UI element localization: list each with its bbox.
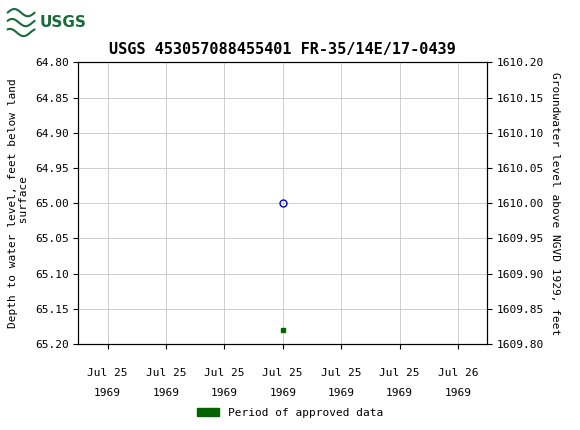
Text: USGS: USGS <box>39 15 86 30</box>
Text: Jul 25: Jul 25 <box>263 368 303 378</box>
Text: 1969: 1969 <box>153 388 179 398</box>
Text: 1969: 1969 <box>269 388 296 398</box>
Text: 1969: 1969 <box>444 388 472 398</box>
Text: 1969: 1969 <box>94 388 121 398</box>
Text: 1969: 1969 <box>211 388 238 398</box>
Text: Jul 26: Jul 26 <box>438 368 478 378</box>
Text: 1969: 1969 <box>328 388 354 398</box>
Legend: Period of approved data: Period of approved data <box>193 403 387 422</box>
Title: USGS 453057088455401 FR-35/14E/17-0439: USGS 453057088455401 FR-35/14E/17-0439 <box>110 42 456 57</box>
Y-axis label: Depth to water level, feet below land
 surface: Depth to water level, feet below land su… <box>8 78 29 328</box>
FancyBboxPatch shape <box>5 4 71 41</box>
Text: Jul 25: Jul 25 <box>379 368 420 378</box>
Text: Jul 25: Jul 25 <box>204 368 245 378</box>
Text: Jul 25: Jul 25 <box>321 368 361 378</box>
Text: 1969: 1969 <box>386 388 413 398</box>
Text: Jul 25: Jul 25 <box>146 368 186 378</box>
Text: Jul 25: Jul 25 <box>87 368 128 378</box>
Y-axis label: Groundwater level above NGVD 1929, feet: Groundwater level above NGVD 1929, feet <box>550 71 560 335</box>
